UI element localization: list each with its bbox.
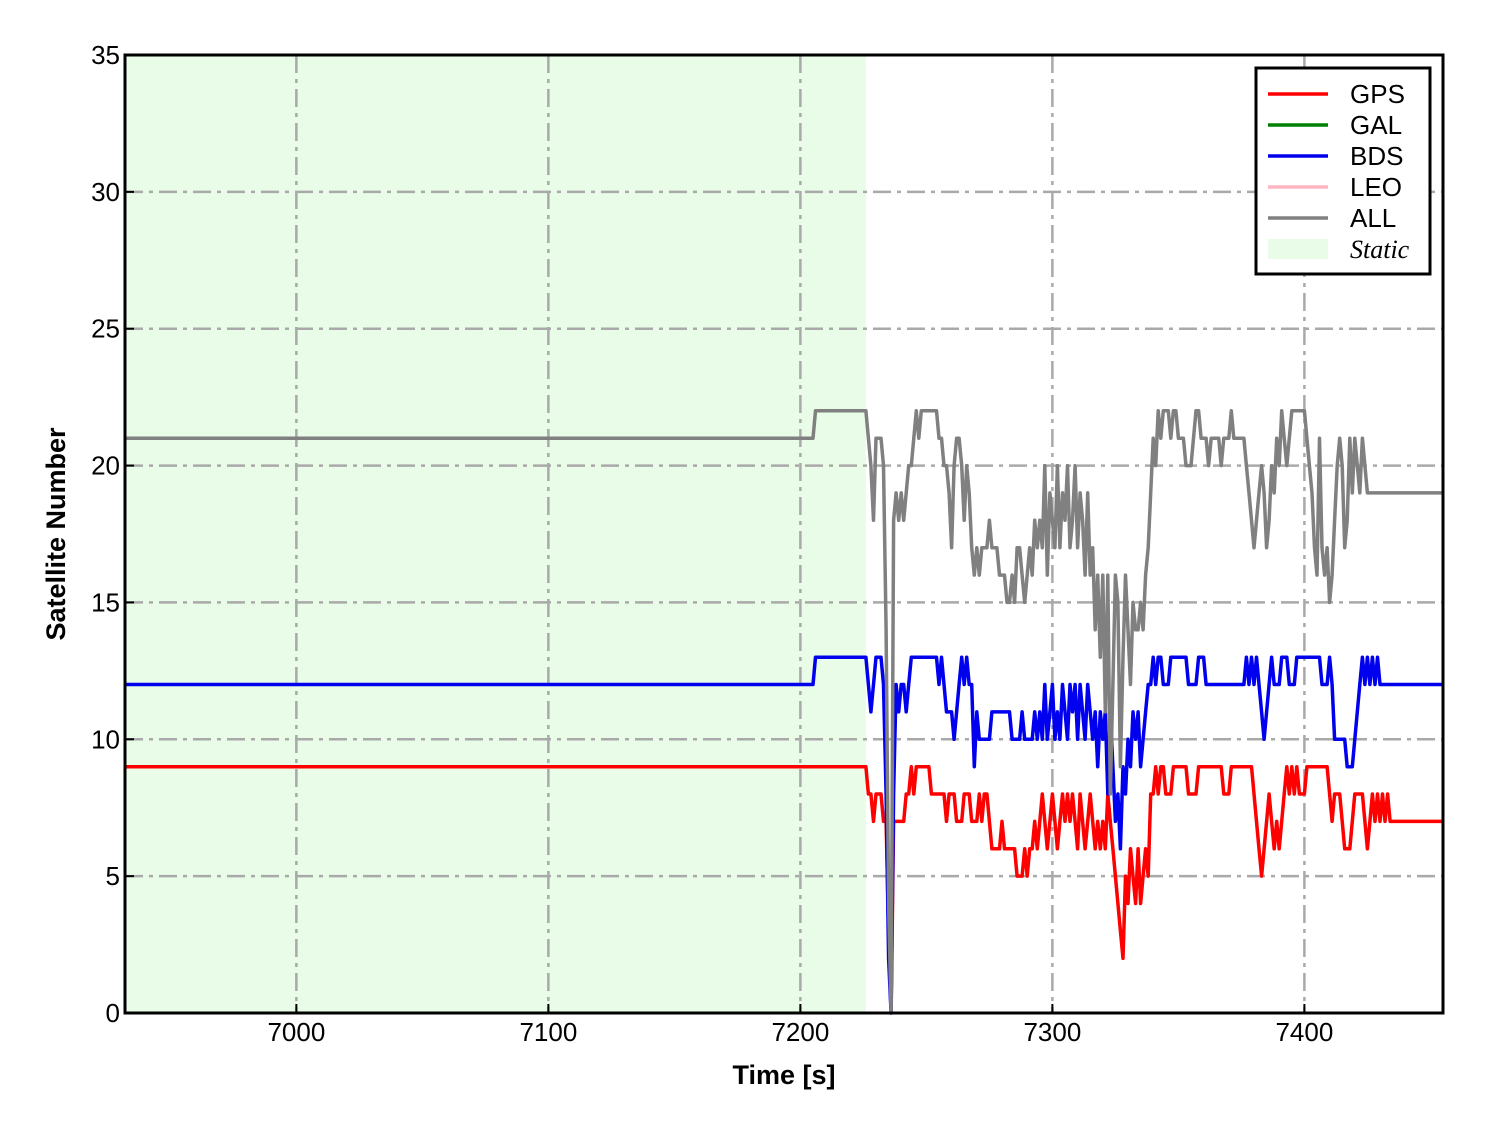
- y-tick-label: 5: [106, 861, 120, 891]
- y-tick-label: 30: [91, 177, 120, 207]
- y-axis-label: Satellite Number: [41, 427, 71, 641]
- legend-label-gal: GAL: [1350, 110, 1402, 140]
- plot-frame: [123, 53, 1445, 1015]
- legend-label-static: Static: [1350, 235, 1410, 264]
- legend-label-bds: BDS: [1350, 141, 1403, 171]
- static-region-layer: [125, 55, 866, 1013]
- y-tick-label: 20: [91, 451, 120, 481]
- legend-label-leo: LEO: [1350, 172, 1402, 202]
- legend-label-gps: GPS: [1350, 79, 1405, 109]
- y-tick-label: 10: [91, 724, 120, 754]
- y-tick-label: 0: [106, 998, 120, 1028]
- series-layer: [125, 409, 1443, 1015]
- series-line-bds: [125, 655, 1443, 1015]
- x-tick-label: 7300: [1023, 1017, 1081, 1047]
- y-tick-label: 15: [91, 587, 120, 617]
- x-tick-label: 7000: [267, 1017, 325, 1047]
- y-tick-label: 25: [91, 314, 120, 344]
- series-line-gps: [125, 764, 1443, 1015]
- static-region: [125, 55, 866, 1013]
- ticks-layer: 7000 7100 7200 7300 7400 0 5 10 15 20 25 30 35: [91, 40, 1333, 1047]
- legend-swatch-static: [1268, 239, 1328, 259]
- x-tick-label: 7100: [519, 1017, 577, 1047]
- series-line-all: [125, 409, 1443, 1015]
- x-tick-label: 7200: [771, 1017, 829, 1047]
- x-tick-label: 7400: [1275, 1017, 1333, 1047]
- x-axis-label: Time [s]: [732, 1060, 835, 1090]
- y-tick-label: 35: [91, 40, 120, 70]
- legend-label-all: ALL: [1350, 203, 1396, 233]
